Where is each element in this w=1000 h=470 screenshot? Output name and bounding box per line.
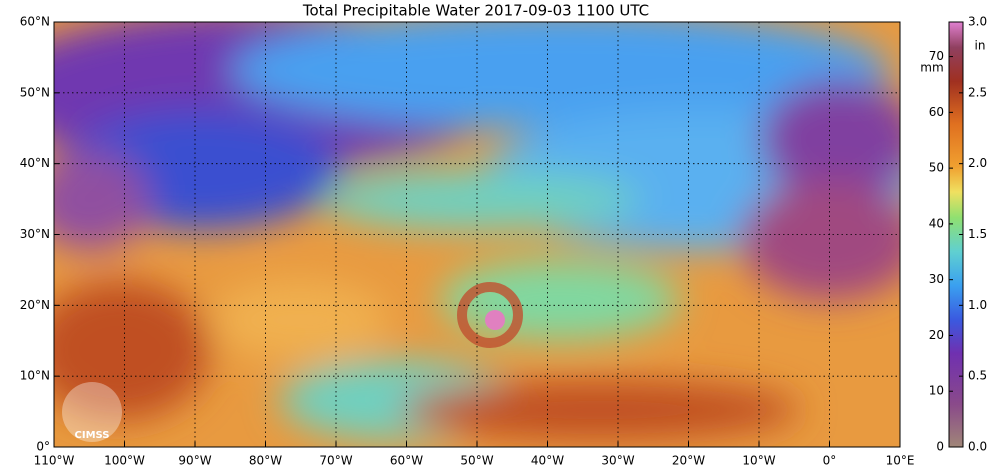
in-tick-label: 1.0: [968, 298, 987, 312]
in-tick-label: 3.0: [968, 15, 987, 29]
lon-label: 40°W: [531, 454, 564, 468]
mm-tick-label: 20: [929, 328, 944, 342]
lon-label: 110°W: [34, 454, 75, 468]
lat-label: 50°N: [20, 85, 50, 99]
lon-label: 30°W: [601, 454, 634, 468]
lon-label: 10°W: [742, 454, 775, 468]
logo: CIMSS: [62, 382, 122, 442]
lat-label: 40°N: [20, 156, 50, 170]
mm-tick-label: 60: [929, 105, 944, 119]
lon-label: 70°W: [319, 454, 352, 468]
in-tick-label: 0.5: [968, 369, 987, 383]
mm-tick-label: 70: [929, 49, 944, 63]
lat-label: 20°N: [20, 298, 50, 312]
lon-label: 90°W: [178, 454, 211, 468]
lat-label: 0°: [36, 440, 50, 454]
colorbar-unit-mm: mm: [920, 61, 943, 75]
logo-text: CIMSS: [75, 430, 110, 441]
lat-label: 60°N: [20, 15, 50, 29]
lon-label: 80°W: [249, 454, 282, 468]
in-tick-label: 2.5: [968, 85, 987, 99]
lon-label: 20°W: [672, 454, 705, 468]
mm-tick-label: 40: [929, 216, 944, 230]
in-tick-label: 0.0: [968, 440, 987, 454]
mm-tick-label: 0: [936, 440, 944, 454]
lon-label: 0°: [823, 454, 837, 468]
mm-tick-label: 30: [929, 272, 944, 286]
lon-label: 60°W: [390, 454, 423, 468]
in-tick-label: 2.0: [968, 156, 987, 170]
colorbar-unit-in: in: [975, 39, 986, 53]
lon-label: 10°E: [886, 454, 915, 468]
in-tick-label: 1.5: [968, 227, 987, 241]
title: Total Precipitable Water 2017-09-03 1100…: [302, 2, 649, 20]
lon-label: 100°W: [104, 454, 145, 468]
lat-label: 30°N: [20, 227, 50, 241]
mm-tick-label: 10: [929, 384, 944, 398]
map-image: [54, 22, 900, 447]
lon-label: 50°W: [460, 454, 493, 468]
lat-label: 10°N: [20, 369, 50, 383]
mm-tick-label: 50: [929, 161, 944, 175]
